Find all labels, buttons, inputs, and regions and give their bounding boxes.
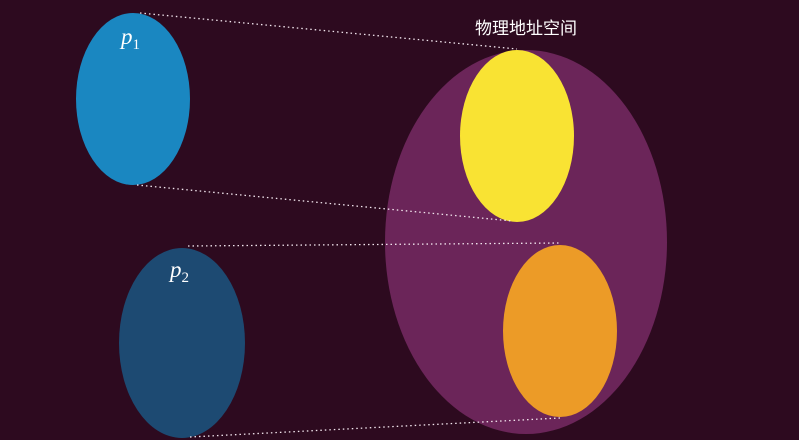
node-letter: p xyxy=(119,24,133,49)
process-1 xyxy=(76,13,190,185)
title: 物理地址空间 xyxy=(475,19,577,39)
node-subscript: 1 xyxy=(133,37,141,53)
node-letter: p xyxy=(168,257,182,282)
node-subscript: 2 xyxy=(182,270,190,286)
region-2 xyxy=(503,245,617,417)
node-label: p1 xyxy=(119,24,140,53)
mapping-line xyxy=(139,12,518,50)
node-label: p2 xyxy=(168,257,189,286)
region-1 xyxy=(460,50,574,222)
mapping-line xyxy=(189,417,561,438)
process-2 xyxy=(119,248,245,438)
